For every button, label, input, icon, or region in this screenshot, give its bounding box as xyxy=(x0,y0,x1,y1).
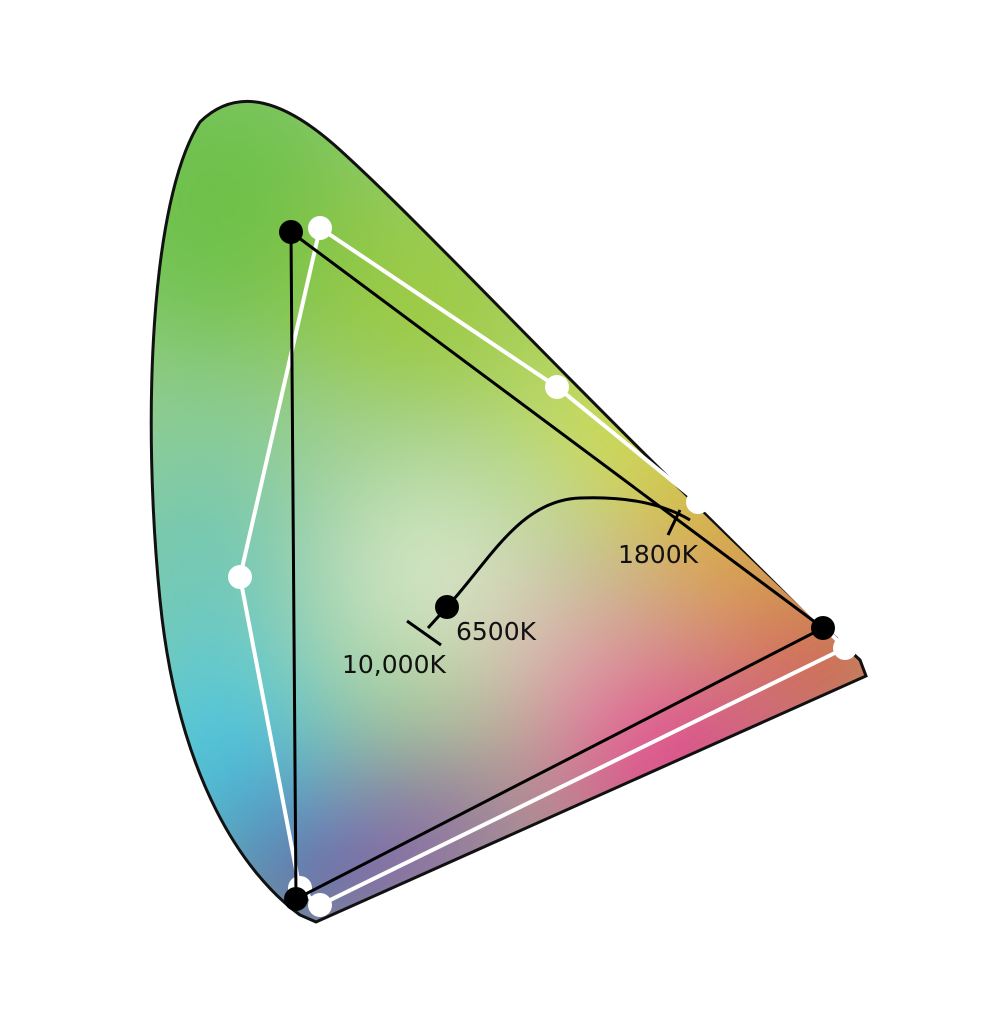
white-point-red xyxy=(833,636,857,660)
white-gamut-outline xyxy=(237,224,849,908)
label-10000k: 10,000K xyxy=(342,650,446,679)
black-gamut-triangle xyxy=(289,228,826,902)
white-gamut-points xyxy=(228,216,857,917)
tick-1800k xyxy=(666,509,682,536)
white-point-cyan xyxy=(228,565,252,589)
label-6500k: 6500K xyxy=(456,617,537,646)
white-point-yellow xyxy=(545,375,569,399)
white-point-orange xyxy=(686,490,710,514)
white-point-green xyxy=(308,216,332,240)
color-gamut-fill xyxy=(151,101,866,922)
planckian-locus-curve xyxy=(426,496,691,630)
black-point-green xyxy=(279,220,303,244)
spectral-locus-outline xyxy=(149,99,868,924)
white-point-6500k xyxy=(435,595,459,619)
black-point-blue xyxy=(284,887,308,911)
white-point-violet xyxy=(308,893,332,917)
black-point-red xyxy=(811,616,835,640)
tick-10000k xyxy=(406,619,442,647)
label-1800k: 1800K xyxy=(618,540,699,569)
